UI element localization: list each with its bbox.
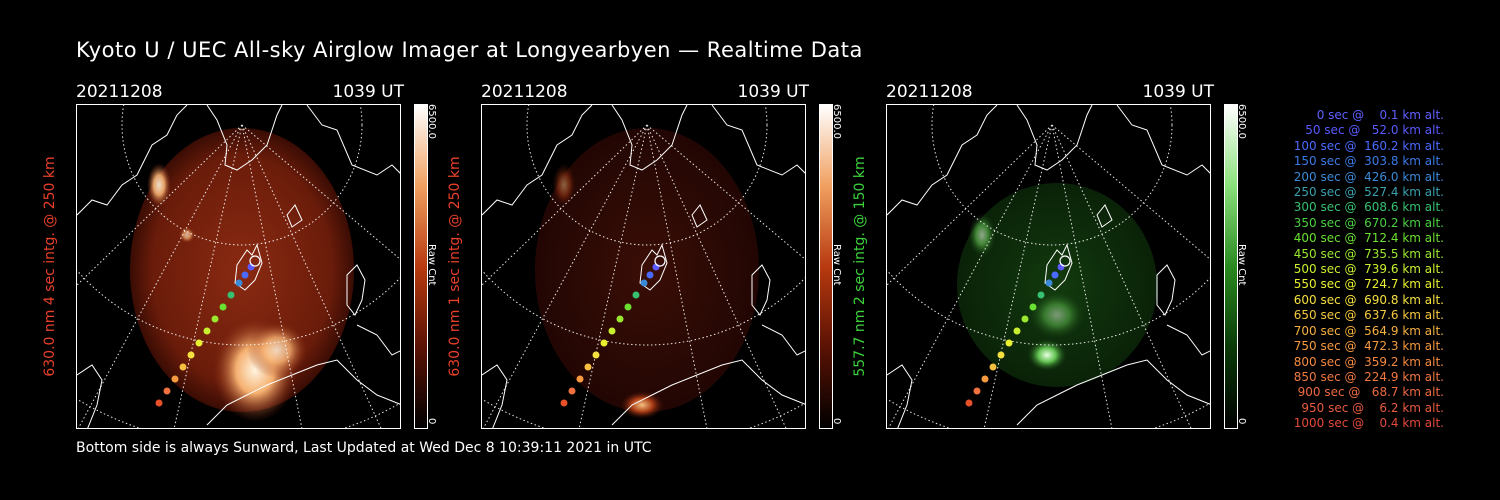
colorbar-unit: Raw Cnt bbox=[1236, 244, 1247, 286]
legend-item: 350 sec @ 670.2 km alt. bbox=[1293, 215, 1444, 230]
satellite-track bbox=[560, 255, 666, 407]
allsky-map bbox=[77, 105, 400, 428]
legend-item: 1000 sec @ 0.4 km alt. bbox=[1293, 416, 1444, 431]
wavelength-label: 630.0 nm 4 sec intg. @ 250 km bbox=[42, 156, 58, 377]
legend-item: 100 sec @ 160.2 km alt. bbox=[1293, 138, 1444, 153]
panel-1: 20211208 1039 UT bbox=[42, 82, 446, 432]
colorbar-unit: Raw Cnt bbox=[831, 244, 842, 286]
satellite-track bbox=[965, 255, 1071, 407]
legend-item: 800 sec @ 359.2 km alt. bbox=[1293, 354, 1444, 369]
panel-2: 20211208 1039 UT bbox=[447, 82, 851, 432]
panel-time: 1039 UT bbox=[1142, 82, 1215, 102]
trajectory-legend: 0 sec @ 0.1 km alt. 50 sec @ 52.0 km alt.… bbox=[1268, 108, 1444, 432]
panel-date: 20211208 bbox=[886, 82, 973, 102]
allsky-image bbox=[76, 104, 401, 429]
legend-item: 650 sec @ 637.6 km alt. bbox=[1293, 308, 1444, 323]
panel-time: 1039 UT bbox=[332, 82, 405, 102]
legend-item: 700 sec @ 564.9 km alt. bbox=[1293, 323, 1444, 338]
legend-item: 900 sec @ 68.7 km alt. bbox=[1297, 385, 1444, 400]
legend-item: 300 sec @ 608.6 km alt. bbox=[1293, 200, 1444, 215]
legend-item: 450 sec @ 735.5 km alt. bbox=[1293, 246, 1444, 261]
legend-item: 950 sec @ 6.2 km alt. bbox=[1301, 400, 1444, 415]
wavelength-label: 557.7 nm 2 sec intg. @ 150 km bbox=[852, 156, 868, 377]
legend-item: 550 sec @ 724.7 km alt. bbox=[1293, 277, 1444, 292]
legend-item: 150 sec @ 303.8 km alt. bbox=[1293, 154, 1444, 169]
wavelength-label: 630.0 nm 1 sec intg. @ 250 km bbox=[447, 156, 463, 377]
legend-item: 250 sec @ 527.4 km alt. bbox=[1293, 185, 1444, 200]
panel-date: 20211208 bbox=[76, 82, 163, 102]
colorbar-unit: Raw Cnt bbox=[426, 244, 437, 286]
legend-item: 400 sec @ 712.4 km alt. bbox=[1293, 231, 1444, 246]
allsky-image bbox=[481, 104, 806, 429]
colorbar-max: 6500.0 bbox=[426, 104, 437, 139]
legend-item: 0 sec @ 0.1 km alt. bbox=[1316, 108, 1444, 122]
satellite-track bbox=[155, 255, 261, 407]
panel-date: 20211208 bbox=[481, 82, 568, 102]
colorbar-max: 6500.0 bbox=[1236, 104, 1247, 139]
legend-item: 750 sec @ 472.3 km alt. bbox=[1293, 339, 1444, 354]
colorbar bbox=[819, 104, 833, 429]
legend-item: 600 sec @ 690.8 km alt. bbox=[1293, 292, 1444, 307]
colorbar-min: 0 bbox=[1236, 418, 1247, 425]
colorbar-min: 0 bbox=[426, 418, 437, 425]
legend-item: 200 sec @ 426.0 km alt. bbox=[1293, 169, 1444, 184]
allsky-image bbox=[886, 104, 1211, 429]
legend-item: 500 sec @ 739.6 km alt. bbox=[1293, 262, 1444, 277]
panel-3: 20211208 1039 UT bbox=[852, 82, 1256, 432]
page-title: Kyoto U / UEC All-sky Airglow Imager at … bbox=[76, 38, 863, 62]
legend-item: 50 sec @ 52.0 km alt. bbox=[1305, 123, 1444, 138]
panel-time: 1039 UT bbox=[737, 82, 810, 102]
legend-item: 850 sec @ 224.9 km alt. bbox=[1293, 369, 1444, 384]
colorbar-min: 0 bbox=[831, 418, 842, 425]
colorbar-max: 6500.0 bbox=[831, 104, 842, 139]
allsky-map bbox=[482, 105, 805, 428]
allsky-map bbox=[887, 105, 1210, 428]
colorbar bbox=[414, 104, 428, 429]
colorbar bbox=[1224, 104, 1238, 429]
update-footer: Bottom side is always Sunward, Last Upda… bbox=[76, 440, 652, 456]
